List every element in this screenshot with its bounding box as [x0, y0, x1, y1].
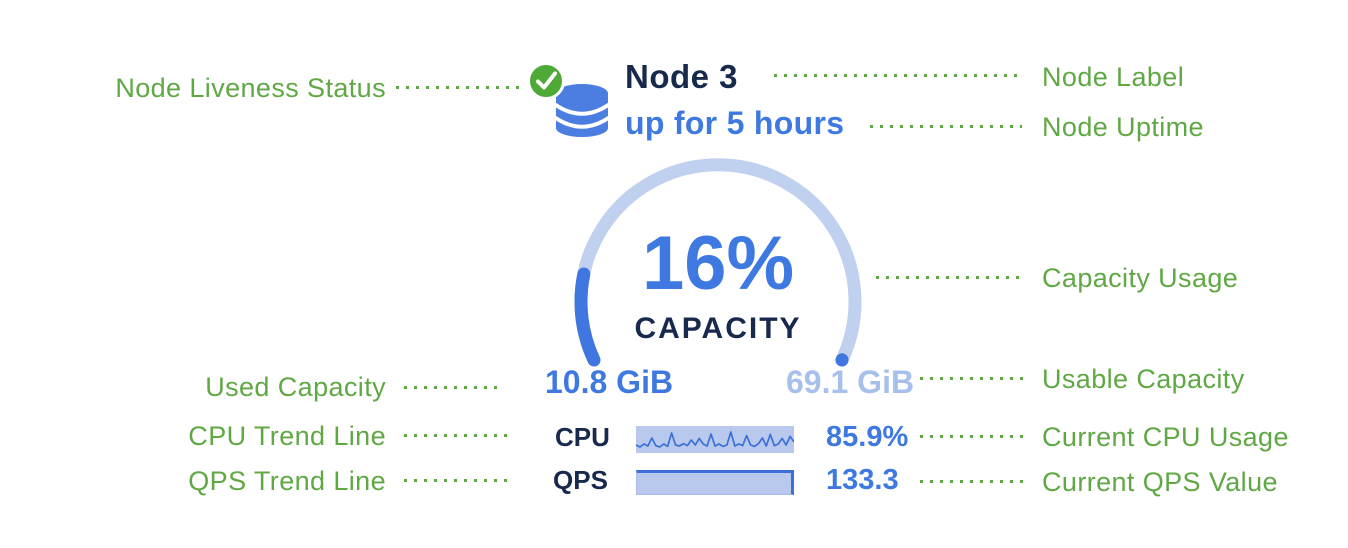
- leader-line: [876, 276, 1024, 279]
- capacity-percent: 16%: [641, 221, 795, 306]
- annotation-qps-trend-line: QPS Trend Line: [188, 466, 386, 496]
- usable-capacity: 69.1 GiB: [786, 364, 915, 400]
- annotation-node-liveness-status: Node Liveness Status: [115, 73, 386, 103]
- annotation-capacity-usage: Capacity Usage: [1042, 263, 1239, 293]
- annotation-usable-capacity: Usable Capacity: [1042, 364, 1245, 394]
- leader-line: [396, 86, 522, 89]
- database-icon: [553, 84, 611, 137]
- annotation-used-capacity: Used Capacity: [205, 372, 386, 402]
- qps-trend-line: [636, 470, 794, 495]
- annotation-cpu-trend-line: CPU Trend Line: [188, 421, 386, 451]
- leader-line: [870, 125, 1022, 128]
- cpu-sparkline-path: [636, 431, 794, 448]
- leader-line: [404, 434, 508, 437]
- annotation-current-cpu-usage: Current CPU Usage: [1042, 422, 1289, 452]
- cpu-label: CPU: [555, 422, 610, 452]
- capacity-gauge: [574, 158, 862, 367]
- annotation-current-qps-value: Current QPS Value: [1042, 467, 1278, 497]
- leader-line: [920, 377, 1024, 380]
- leader-line: [404, 479, 508, 482]
- used-capacity: 10.8 GiB: [545, 364, 674, 400]
- cpu-trend-line: [636, 426, 794, 453]
- node-label: Node 3: [625, 58, 739, 95]
- leader-line: [920, 480, 1024, 483]
- qps-label: QPS: [553, 465, 608, 495]
- cpu-sparkline-svg: [636, 431, 794, 448]
- leader-line: [404, 386, 504, 389]
- annotation-node-uptime: Node Uptime: [1042, 112, 1204, 142]
- leader-line: [774, 74, 1022, 77]
- node-uptime: up for 5 hours: [625, 105, 845, 141]
- cpu-value: 85.9%: [826, 421, 909, 453]
- annotation-node-label: Node Label: [1042, 62, 1185, 92]
- node-header-icons: [527, 62, 611, 137]
- qps-value: 133.3: [826, 464, 899, 496]
- liveness-check-icon: [527, 62, 565, 100]
- capacity-caption: CAPACITY: [634, 312, 802, 345]
- leader-line: [920, 435, 1024, 438]
- capacity-gauge-fill: [574, 158, 862, 367]
